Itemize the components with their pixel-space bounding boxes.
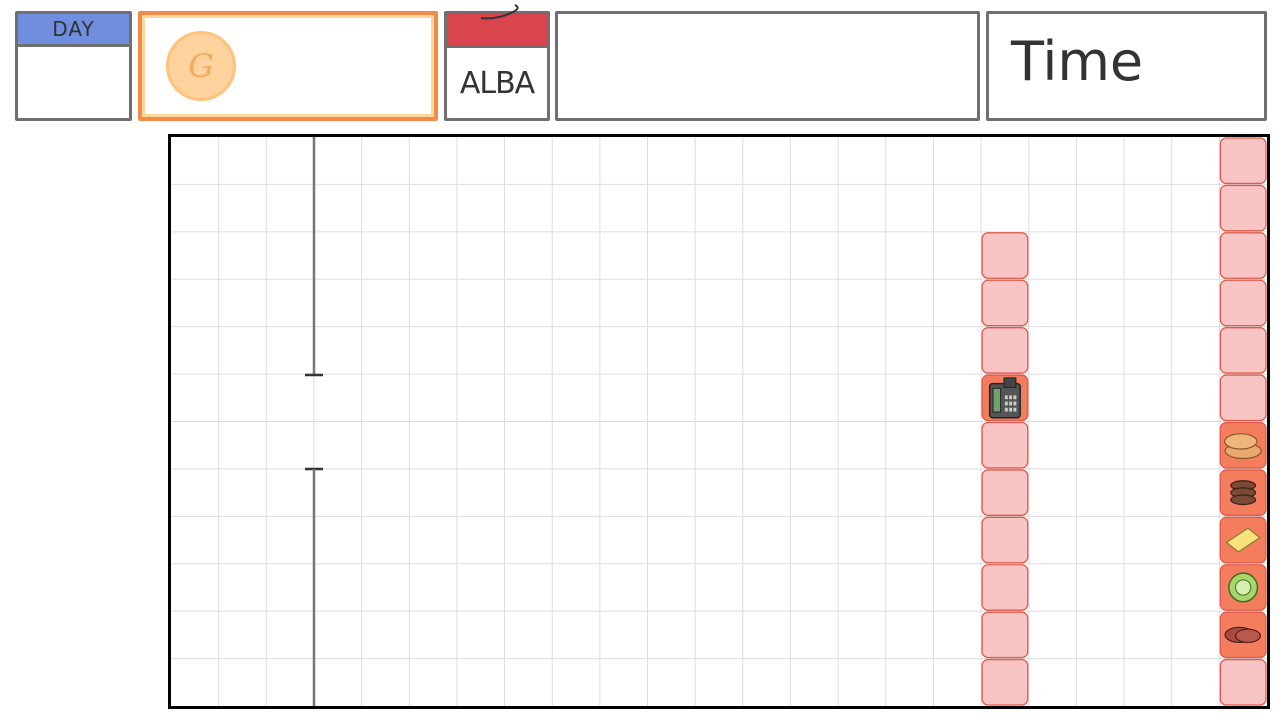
counter-tile[interactable] <box>1219 279 1267 327</box>
counter-tile[interactable] <box>1219 658 1267 706</box>
counter-surface <box>1219 137 1267 185</box>
gold-coin-icon: G <box>166 31 236 101</box>
counter-lettuce[interactable] <box>1219 564 1267 611</box>
bun-icon <box>1223 433 1262 460</box>
counter-tile[interactable] <box>1219 374 1267 422</box>
counter-surface <box>1219 327 1267 374</box>
left-wall <box>305 137 323 706</box>
gold-panel: G <box>138 11 438 121</box>
counter-tile[interactable] <box>981 611 1029 659</box>
counter-meat[interactable] <box>1219 611 1267 659</box>
time-panel: Time <box>986 11 1267 121</box>
counter-surface <box>981 564 1029 611</box>
counter-surface <box>1219 374 1267 422</box>
counter-surface <box>1219 232 1267 279</box>
calendar-panel: ALBA <box>444 4 550 121</box>
counter-surface <box>981 327 1029 374</box>
counter-surface <box>1219 184 1267 232</box>
counter-tile[interactable] <box>981 658 1029 706</box>
counter-tile[interactable] <box>981 469 1029 516</box>
counter-tile[interactable] <box>981 279 1029 327</box>
lettuce-icon <box>1228 572 1259 603</box>
counter-surface <box>981 421 1029 469</box>
counter-surface <box>981 232 1029 279</box>
calendar-ring-icon <box>480 4 519 20</box>
counter-surface <box>981 469 1029 516</box>
counter-tile[interactable] <box>1219 137 1267 185</box>
counter-tile[interactable] <box>1219 327 1267 374</box>
game-board[interactable] <box>168 134 1270 709</box>
counter-surface <box>981 611 1029 659</box>
counter-tile[interactable] <box>1219 184 1267 232</box>
calendar-name: ALBA <box>459 66 535 101</box>
cash-register-icon <box>988 377 1021 419</box>
counter-buns[interactable] <box>1219 421 1267 469</box>
counter-patty[interactable] <box>1219 469 1267 516</box>
counter-tile[interactable] <box>981 421 1029 469</box>
counter-tile[interactable] <box>981 564 1029 611</box>
grid-lines <box>171 137 1267 706</box>
counter-surface <box>1219 279 1267 327</box>
counter-tile[interactable] <box>981 516 1029 564</box>
counter-surface <box>981 279 1029 327</box>
counter-register[interactable] <box>981 374 1029 422</box>
coin-symbol: G <box>188 47 214 85</box>
message-panel <box>555 11 980 121</box>
counter-tile[interactable] <box>1219 232 1267 279</box>
counter-cheese[interactable] <box>1219 516 1267 564</box>
day-header: DAY <box>18 14 129 47</box>
board-canvas[interactable] <box>171 137 1267 706</box>
time-label: Time <box>1011 30 1144 93</box>
day-label: DAY <box>52 17 95 41</box>
cheese-icon <box>1225 527 1261 553</box>
counter-surface <box>1219 658 1267 706</box>
counter-tile[interactable] <box>981 327 1029 374</box>
counters[interactable] <box>981 137 1267 706</box>
counter-tile[interactable] <box>981 232 1029 279</box>
patty-icon <box>1230 480 1257 506</box>
day-value <box>18 47 129 63</box>
counter-surface <box>981 658 1029 706</box>
counter-surface <box>981 516 1029 564</box>
calendar-header <box>447 4 547 48</box>
day-panel: DAY <box>15 11 132 121</box>
meat-icon <box>1224 626 1261 644</box>
